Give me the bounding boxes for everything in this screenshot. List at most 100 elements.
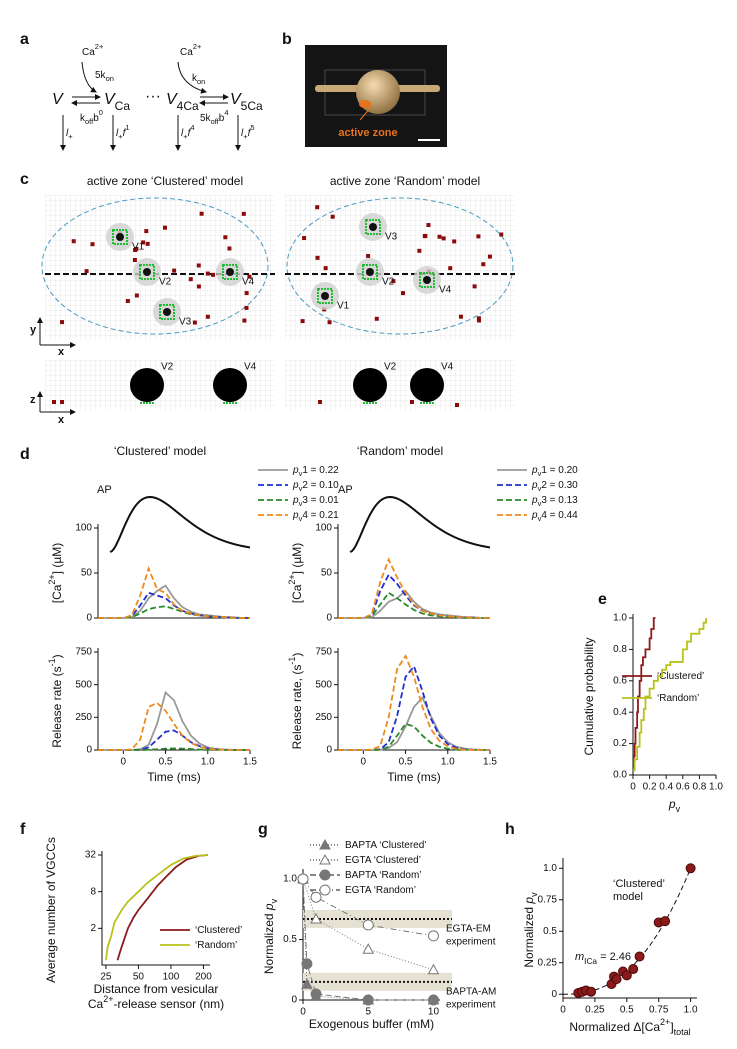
series-line [98,584,250,619]
x-axis-label-part: p [668,797,676,811]
vesicle-site [365,219,381,235]
y-axis-label: [Ca2+] (µM) [47,543,64,604]
fit-label-part: m [575,951,584,963]
y-tick-label: 250 [75,712,92,723]
channel [196,284,201,289]
y-tick-label: 250 [315,712,332,723]
legend-label-part: p [531,465,538,476]
legend-label: ‘Clustered’ [657,671,704,682]
vesicle-site [159,304,175,320]
y-tick-label: 1.0 [543,863,557,874]
y-tick-label: 2 [90,923,96,934]
legend-label-part: 4 = 0.44 [541,510,578,521]
channel [391,279,396,284]
fit-exponent: 2.46 [610,951,631,963]
y-tick-label: 0 [86,745,92,756]
scheme-label-part: 5k [95,70,107,81]
x-tick-label: 0.5 [159,757,173,768]
scheme-label-part: on [106,74,114,83]
vesicle-label: V4 [439,285,452,296]
y-axis-label: Normalized pv [522,892,539,968]
x-tick-label: 0.2 [643,782,657,793]
vesicle-site [419,272,435,288]
y-axis-label-part: Normalized [522,904,536,968]
y-axis-label-part: p [262,903,276,911]
y-tick-label: 500 [315,679,332,690]
marker [319,853,331,865]
scheme-label-part: 0 [99,108,103,117]
channel [205,314,210,319]
x-tick-label: 1.0 [201,757,215,768]
scheme-label: VCa [104,91,130,113]
point [611,974,622,985]
channel [472,284,477,289]
channel [448,266,453,271]
channel [134,293,139,298]
channel [455,403,459,407]
channel [223,235,228,240]
marker [362,994,374,1006]
channel [441,236,446,241]
scheme-label-part: on [197,77,205,86]
vesicle-label: V3 [385,232,398,243]
x-tick-label: 1.0 [709,782,723,793]
x-tick-label: 0.8 [692,782,706,793]
vesicle [423,276,431,284]
scheme-label-part: 5Ca [241,99,263,113]
scheme-label-part: Ca [180,47,193,58]
scheme-label: l+f5 [241,123,255,141]
series-line [633,618,707,772]
channel [315,205,320,210]
x-tick-label: 100 [163,972,180,983]
vesicle [369,223,377,231]
channel [315,255,320,260]
channel [477,318,482,323]
y-tick-label: 0.75 [538,894,558,905]
legend-label: pv4 = 0.44 [531,510,578,524]
scheme-label-part: + [118,132,123,141]
legend-label-part: p [292,495,299,506]
y-axis-label-part: Average number of VGCCs [44,837,58,983]
legend-label-part: p [531,495,538,506]
y-axis-label-part: [Ca [50,584,64,603]
scheme-label: 5koffb4 [200,108,229,126]
series-line [338,573,490,619]
series-line [338,722,490,751]
legend-label-part: BAPTA ‘Random’ [345,870,422,881]
marker [301,978,313,989]
channel [452,239,457,244]
vesicle-side [213,368,247,402]
channel [60,400,64,404]
scheme-label-part: 4Ca [177,99,199,113]
scheme-label-part: f [188,128,192,139]
vesicle [163,308,171,316]
reference-label: experiment [446,937,496,948]
scheme-label-part: b [93,113,99,124]
y-tick-label: 0.6 [613,675,627,686]
x-tick-label: 0.5 [620,1005,634,1016]
fit-label: mICa = 2.46 [575,951,631,966]
vesicle-side [130,368,164,402]
point [685,863,696,874]
channel [60,320,65,325]
legend-label-part: ‘Random’ [195,940,237,951]
legend-label-part: ‘Random’ [657,693,699,704]
y-axis-label-part: ) [50,654,64,658]
legend-label: ‘Random’ [657,693,699,704]
legend-label: BAPTA ‘Clustered’ [345,840,427,851]
marker [310,988,322,1000]
marker [362,943,375,954]
scheme-label-part: k [192,73,198,84]
active-zone-maps [37,195,515,415]
y-axis-label: Release rate (s-1) [47,654,64,747]
axis-name: x [58,346,65,358]
legend-label-part: v [299,514,303,523]
y-axis-label-part: -1 [287,657,297,665]
x-tick-label: 200 [195,972,212,983]
legend-label-part: p [531,480,538,491]
scheme-label-part: off [211,117,220,126]
channel [481,262,486,267]
legend-label-part: p [292,510,299,521]
scheme-label-part: f [123,128,127,139]
